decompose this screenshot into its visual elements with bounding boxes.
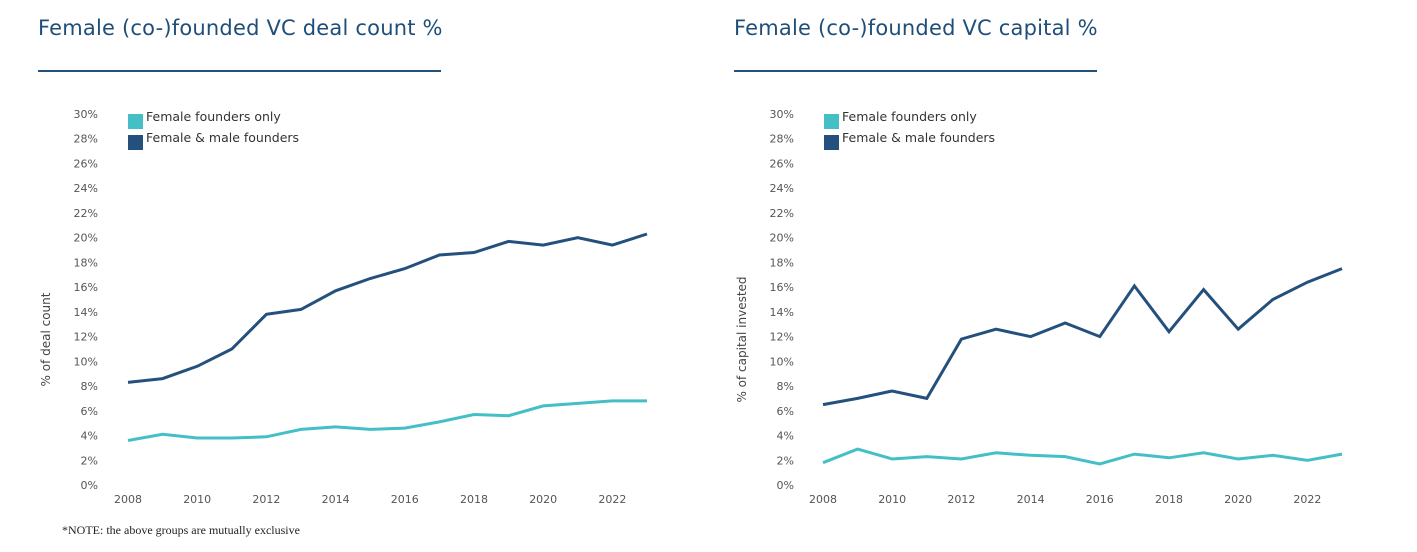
chart-title: Female (co-)founded VC capital % bbox=[734, 16, 1098, 40]
y-tick-label: 2% bbox=[81, 454, 98, 467]
chart-title: Female (co-)founded VC deal count % bbox=[38, 16, 443, 40]
y-tick-label: 30% bbox=[770, 108, 794, 121]
x-tick-label: 2010 bbox=[183, 493, 211, 506]
y-tick-label: 22% bbox=[74, 207, 98, 220]
x-tick-label: 2012 bbox=[252, 493, 280, 506]
y-tick-label: 28% bbox=[74, 133, 98, 146]
y-tick-label: 18% bbox=[74, 256, 98, 269]
x-tick-label: 2018 bbox=[1155, 493, 1183, 506]
deal-count-chart: 0% 2% 4% 6% 8% 10% 12% 14% 16% 18% 20% 22% 24% 26% 28%… bbox=[39, 108, 648, 506]
y-tick-label: 10% bbox=[74, 355, 98, 368]
y-tick-label: 30% bbox=[74, 108, 98, 121]
x-tick-label: 2016 bbox=[391, 493, 419, 506]
series-line-female-only bbox=[822, 447, 1343, 466]
y-tick-label: 18% bbox=[770, 256, 794, 269]
y-tick-label: 26% bbox=[74, 157, 98, 170]
y-tick-label: 16% bbox=[74, 281, 98, 294]
x-tick-label: 2022 bbox=[1293, 493, 1321, 506]
legend-swatch bbox=[128, 135, 143, 150]
x-tick-label: 2016 bbox=[1086, 493, 1114, 506]
y-tick-label: 24% bbox=[770, 182, 794, 195]
footnote: *NOTE: the above groups are mutually exc… bbox=[62, 523, 300, 537]
x-tick-label: 2014 bbox=[1017, 493, 1045, 506]
legend-label: Female founders only bbox=[146, 109, 281, 124]
x-tick-label: 2020 bbox=[1224, 493, 1252, 506]
y-tick-label: 16% bbox=[770, 281, 794, 294]
y-tick-label: 8% bbox=[777, 380, 794, 393]
legend-label: Female founders only bbox=[842, 109, 977, 124]
x-tick-label: 2022 bbox=[598, 493, 626, 506]
y-tick-label: 10% bbox=[770, 355, 794, 368]
legend-swatch bbox=[824, 114, 839, 129]
y-tick-label: 12% bbox=[74, 331, 98, 344]
y-tick-label: 8% bbox=[81, 380, 98, 393]
legend-swatch bbox=[128, 114, 143, 129]
title-underline bbox=[38, 70, 441, 72]
y-tick-label: 14% bbox=[770, 306, 794, 319]
y-tick-label: 26% bbox=[770, 157, 794, 170]
title-underline bbox=[734, 70, 1097, 72]
y-tick-label: 4% bbox=[777, 430, 794, 443]
y-tick-label: 6% bbox=[777, 405, 794, 418]
x-tick-label: 2012 bbox=[947, 493, 975, 506]
series-line-female-only bbox=[127, 399, 647, 442]
y-axis-label: % of deal count bbox=[39, 292, 53, 386]
y-axis-label: % of capital invested bbox=[735, 276, 749, 402]
y-tick-label: 2% bbox=[777, 454, 794, 467]
y-tick-label: 6% bbox=[81, 405, 98, 418]
y-tick-label: 0% bbox=[777, 479, 794, 492]
legend-label: Female & male founders bbox=[146, 130, 299, 145]
y-tick-label: 20% bbox=[74, 232, 98, 245]
x-tick-label: 2010 bbox=[878, 493, 906, 506]
y-tick-label: 20% bbox=[770, 232, 794, 245]
x-tick-label: 2008 bbox=[114, 493, 142, 506]
y-tick-label: 24% bbox=[74, 182, 98, 195]
x-tick-label: 2008 bbox=[809, 493, 837, 506]
x-tick-label: 2020 bbox=[529, 493, 557, 506]
y-tick-label: 28% bbox=[770, 133, 794, 146]
series-line-female-male bbox=[822, 267, 1343, 407]
x-tick-label: 2018 bbox=[460, 493, 488, 506]
y-tick-label: 4% bbox=[81, 430, 98, 443]
y-tick-label: 12% bbox=[770, 331, 794, 344]
legend-label: Female & male founders bbox=[842, 130, 995, 145]
y-tick-label: 0% bbox=[81, 479, 98, 492]
x-tick-label: 2014 bbox=[322, 493, 350, 506]
y-tick-label: 14% bbox=[74, 306, 98, 319]
series-line-female-male bbox=[127, 232, 648, 384]
legend-swatch bbox=[824, 135, 839, 150]
y-tick-label: 22% bbox=[770, 207, 794, 220]
deal-count-panel: Female (co-)founded VC deal count % 0% 2%… bbox=[0, 0, 700, 552]
